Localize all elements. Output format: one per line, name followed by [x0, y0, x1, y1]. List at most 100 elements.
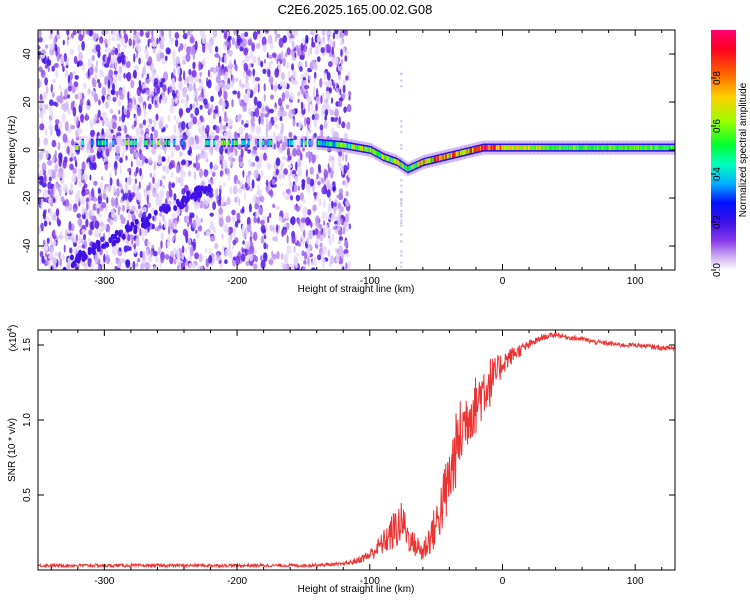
y-tick-label: 1.5	[22, 338, 33, 352]
carrier-halo	[260, 135, 263, 150]
noise-speckle	[151, 41, 157, 47]
noise-speckle	[146, 185, 151, 192]
carrier-halo	[89, 135, 92, 150]
noise-speckle	[180, 98, 186, 104]
noise-speckle	[300, 217, 306, 223]
colorbar-gradient	[711, 30, 736, 270]
carrier-core	[623, 145, 626, 151]
noise-speckle	[199, 168, 203, 178]
noise-speckle	[51, 139, 57, 148]
noise-speckle	[219, 155, 225, 160]
carrier-core	[445, 154, 448, 160]
noise-speckle	[316, 173, 319, 180]
noise-speckle	[198, 97, 204, 102]
carrier-halo	[245, 135, 247, 150]
diagonal-feature-mark	[207, 186, 212, 193]
noise-speckle	[263, 152, 267, 161]
noise-speckle	[332, 32, 336, 40]
carrier-core	[234, 140, 237, 146]
noise-speckle	[284, 52, 288, 58]
carrier-core	[616, 145, 619, 151]
noise-speckle	[50, 169, 54, 175]
noise-speckle	[48, 34, 54, 40]
noise-speckle	[46, 237, 50, 245]
noise-speckle	[311, 154, 316, 164]
noise-speckle	[348, 91, 352, 96]
noise-speckle	[88, 191, 92, 201]
carrier-core	[617, 145, 620, 151]
noise-speckle	[170, 171, 174, 179]
noise-speckle	[345, 153, 348, 163]
carrier-halo	[170, 135, 173, 150]
carrier-halo	[296, 135, 299, 150]
noise-speckle	[173, 124, 177, 134]
carrier-halo	[148, 135, 151, 150]
carrier-halo	[246, 135, 249, 150]
carrier-core	[462, 149, 465, 155]
diagonal-feature-mark	[197, 185, 202, 192]
noise-speckle	[219, 146, 224, 155]
noise-speckle	[304, 116, 307, 127]
noise-speckle	[38, 190, 41, 196]
carrier-core	[602, 145, 604, 151]
noise-speckle	[263, 252, 268, 262]
noise-speckle	[108, 229, 111, 239]
diagonal-feature-mark	[91, 244, 96, 251]
carrier-core	[570, 145, 573, 151]
noise-speckle	[223, 116, 229, 123]
noise-speckle	[333, 202, 337, 207]
noise-speckle	[131, 205, 136, 212]
noise-speckle	[92, 32, 97, 42]
noise-speckle	[145, 30, 149, 33]
noise-speckle	[116, 135, 122, 145]
noise-speckle	[251, 150, 257, 155]
noise-speckle	[252, 55, 257, 64]
noise-speckle	[44, 44, 49, 49]
carrier-core	[440, 155, 443, 161]
noise-speckle	[104, 63, 110, 68]
noise-speckle	[199, 84, 202, 92]
noise-speckle	[218, 217, 224, 228]
noise-speckle	[275, 168, 279, 176]
noise-speckle	[215, 84, 220, 93]
artifact-speckle	[400, 184, 403, 187]
noise-speckle	[254, 77, 261, 82]
carrier-halo	[161, 135, 164, 150]
noise-speckle	[334, 216, 338, 221]
noise-speckle	[256, 100, 262, 109]
noise-speckle	[38, 66, 43, 72]
noise-speckle	[118, 116, 121, 122]
noise-speckle	[251, 42, 256, 52]
carrier-halo	[107, 135, 109, 150]
chart-title: C2E6.2025.165.00.02.G08	[277, 2, 433, 17]
carrier-halo	[64, 140, 67, 155]
noise-speckle	[94, 230, 99, 238]
noise-speckle	[282, 80, 288, 90]
carrier-halo	[251, 135, 254, 150]
carrier-halo	[119, 135, 121, 150]
noise-speckle	[144, 158, 149, 164]
carrier-halo	[149, 135, 152, 150]
noise-speckle	[90, 154, 94, 162]
carrier-core	[388, 156, 391, 162]
carrier-core	[515, 145, 518, 151]
noise-speckle	[173, 258, 177, 265]
carrier-halo	[152, 135, 155, 150]
noise-speckle	[239, 161, 244, 168]
carrier-core	[404, 164, 407, 170]
carrier-core	[596, 145, 599, 151]
noise-speckle	[224, 259, 228, 265]
noise-speckle	[90, 129, 95, 138]
carrier-core	[456, 151, 458, 157]
noise-speckle	[201, 88, 204, 98]
noise-speckle	[297, 91, 301, 97]
carrier-halo	[250, 135, 253, 150]
noise-speckle	[286, 234, 289, 244]
noise-speckle	[205, 41, 211, 50]
noise-speckle	[327, 227, 331, 237]
carrier-core	[590, 145, 593, 151]
noise-speckle	[198, 78, 202, 84]
noise-speckle	[217, 137, 222, 148]
noise-speckle	[342, 92, 346, 99]
carrier-core	[486, 145, 489, 151]
